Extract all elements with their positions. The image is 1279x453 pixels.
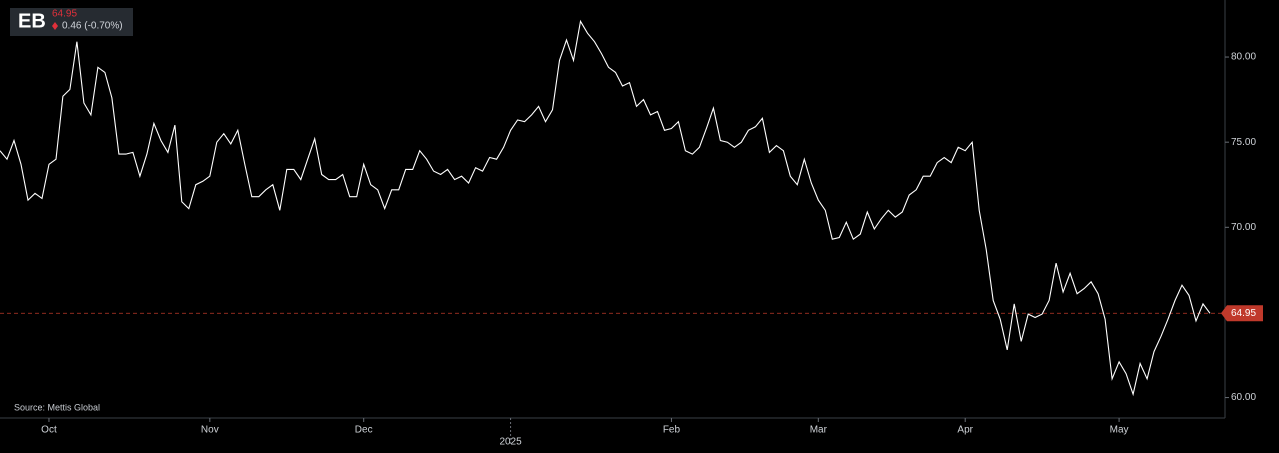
change: 0.46 (-0.70%) bbox=[62, 21, 123, 32]
price-tag-label: 64.95 bbox=[1231, 308, 1256, 319]
y-tick-label: 70.00 bbox=[1231, 222, 1256, 233]
header: EB 64.95 0.46 (-0.70%) bbox=[10, 8, 133, 36]
x-tick-label: Apr bbox=[957, 425, 973, 436]
price-line bbox=[0, 19, 1211, 397]
x-tick-label: Dec bbox=[355, 425, 373, 436]
x-tick-label: Oct bbox=[41, 425, 57, 436]
header-box bbox=[10, 8, 133, 36]
y-tick-label: 80.00 bbox=[1231, 52, 1256, 63]
y-tick-label: 60.00 bbox=[1231, 392, 1256, 403]
x-tick-label: 2025 bbox=[499, 437, 522, 448]
x-tick-label: Nov bbox=[201, 425, 219, 436]
y-tick-label: 75.00 bbox=[1231, 137, 1256, 148]
source: Source: Mettis Global bbox=[14, 402, 100, 412]
down-icon bbox=[52, 22, 58, 30]
symbol: EB bbox=[18, 10, 46, 32]
x-tick-label: Mar bbox=[810, 425, 828, 436]
price-tag bbox=[1221, 305, 1263, 322]
x-tick-label: Feb bbox=[663, 425, 681, 436]
price: 64.95 bbox=[52, 9, 77, 20]
x-tick-label: May bbox=[1110, 425, 1129, 436]
